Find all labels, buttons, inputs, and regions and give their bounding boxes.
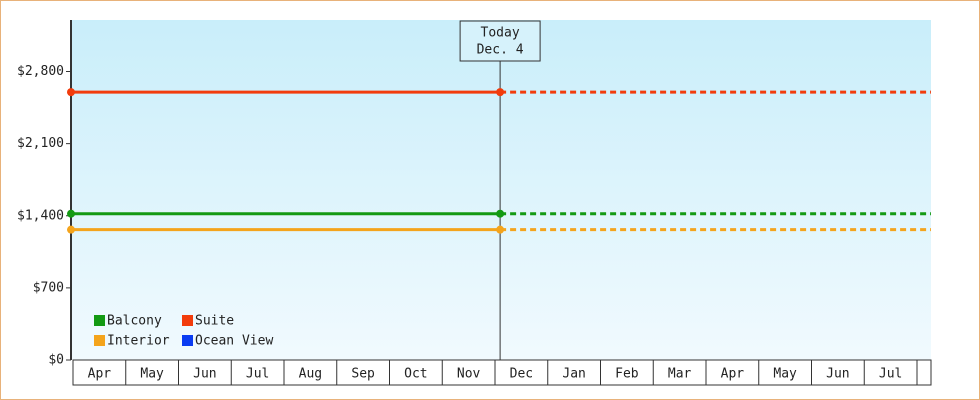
x-tick-label: Mar bbox=[668, 367, 692, 382]
x-tick-label: Dec bbox=[510, 367, 533, 382]
x-tick-label: Feb bbox=[615, 367, 639, 382]
x-axis-box bbox=[72, 359, 932, 386]
legend-label: Ocean View bbox=[195, 334, 273, 349]
legend-label: Suite bbox=[195, 314, 234, 329]
today-box bbox=[459, 20, 541, 62]
x-tick-label: Sep bbox=[351, 367, 375, 382]
price-point bbox=[496, 225, 505, 234]
x-tick-label: Nov bbox=[457, 367, 481, 382]
price-point bbox=[67, 88, 75, 97]
price-point bbox=[67, 225, 75, 234]
y-tick-label: $2,100 bbox=[17, 136, 64, 151]
today-date: Dec. 4 bbox=[477, 43, 524, 58]
price-point bbox=[496, 88, 505, 97]
price-point bbox=[496, 209, 505, 218]
x-tick-label: Apr bbox=[721, 367, 745, 382]
legend-label: Balcony bbox=[107, 314, 162, 329]
x-tick-label: Apr bbox=[88, 367, 112, 382]
x-tick-label: Jan bbox=[562, 367, 585, 382]
x-tick-label: Jul bbox=[879, 367, 902, 382]
x-tick-label: Aug bbox=[299, 367, 322, 382]
y-tick-label: $0 bbox=[48, 353, 64, 368]
legend-swatch bbox=[94, 335, 105, 346]
x-tick-label: Jun bbox=[826, 367, 849, 382]
x-tick-label: Oct bbox=[404, 367, 427, 382]
legend-label: Interior bbox=[107, 334, 170, 349]
y-tick-label: $1,400 bbox=[17, 208, 64, 223]
x-tick-label: Jun bbox=[193, 367, 216, 382]
today-label: Today bbox=[481, 26, 520, 41]
x-tick-label: Jul bbox=[246, 367, 269, 382]
y-tick-label: $2,800 bbox=[17, 64, 64, 79]
plot-area bbox=[71, 20, 931, 360]
legend-swatch bbox=[94, 315, 105, 326]
legend-swatch bbox=[182, 315, 193, 326]
price-point bbox=[67, 209, 75, 218]
x-tick-label: May bbox=[140, 367, 164, 382]
x-tick-label: May bbox=[773, 367, 797, 382]
legend-swatch bbox=[182, 335, 193, 346]
y-tick-label: $700 bbox=[33, 280, 64, 295]
